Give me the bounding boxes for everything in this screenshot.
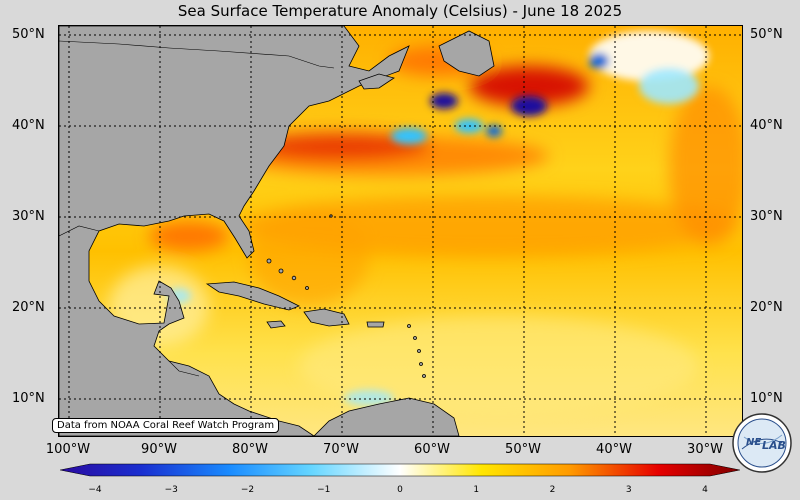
map-title: Sea Surface Temperature Anomaly (Celsius… (177, 2, 623, 20)
lon-label: 60°W (414, 442, 450, 457)
jamaica-land (266, 320, 286, 329)
lat-label-left: 20°N (12, 300, 45, 315)
colorbar-tick-label: −1 (317, 485, 331, 495)
lon-label: 80°W (232, 442, 268, 457)
newfoundland-land (438, 30, 495, 77)
colorbar-tick-label: 2 (549, 485, 556, 495)
lon-label: 70°W (323, 442, 359, 457)
colorbar-gradient (59, 463, 741, 477)
lat-label-left: 30°N (12, 209, 45, 224)
hispaniola-land (303, 308, 350, 327)
lon-label: 100°W (45, 442, 91, 457)
lat-label-right: 10°N (750, 391, 783, 406)
puerto-rico-land (366, 321, 385, 328)
colorbar-tick-label: −3 (164, 485, 178, 495)
colorbar-tick-label: 3 (625, 485, 632, 495)
lat-label-right: 50°N (750, 27, 783, 42)
lat-label-right: 40°N (750, 118, 783, 133)
land-masses (59, 26, 495, 436)
lat-label-right: 30°N (750, 209, 783, 224)
colorbar-tick-label: −2 (240, 485, 255, 495)
colorbar-tick-label: 1 (473, 485, 480, 495)
nova-scotia-land (358, 73, 395, 90)
lon-label: 30°W (687, 442, 723, 457)
svg-text:LAB: LAB (762, 439, 786, 452)
attribution-box: Data from NOAA Coral Reef Watch Program (52, 418, 280, 433)
lon-label: 50°W (505, 442, 541, 457)
svg-text:NE: NE (746, 437, 761, 448)
colorbar-tick-label: 0 (397, 485, 403, 495)
nesdis-lab-logo-icon: NE LAB (732, 413, 792, 473)
lon-label: 90°W (141, 442, 177, 457)
lat-label-right: 20°N (750, 300, 783, 315)
lon-label: 40°W (596, 442, 632, 457)
graticule-lines (59, 26, 742, 436)
lat-label-left: 50°N (12, 27, 45, 42)
colorbar-tick-label: −4 (88, 485, 102, 495)
lat-label-left: 10°N (12, 391, 45, 406)
border-lines (59, 40, 335, 377)
sst-anomaly-map (58, 25, 743, 437)
lat-label-left: 40°N (12, 118, 45, 133)
colorbar (59, 462, 741, 477)
colorbar-tick-label: 4 (702, 485, 708, 495)
south-america-land (313, 397, 460, 436)
